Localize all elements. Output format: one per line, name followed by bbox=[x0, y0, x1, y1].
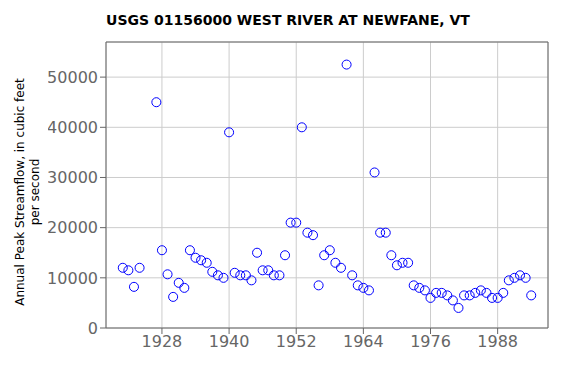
svg-text:10000: 10000 bbox=[48, 269, 98, 288]
svg-text:1940: 1940 bbox=[209, 332, 250, 351]
svg-text:1964: 1964 bbox=[343, 332, 384, 351]
svg-text:1952: 1952 bbox=[276, 332, 317, 351]
svg-text:1928: 1928 bbox=[142, 332, 183, 351]
svg-text:1988: 1988 bbox=[477, 332, 518, 351]
html-text:Annual Peak Streamflow, in cub: Annual Peak Streamflow, in cubic feet pe… bbox=[13, 78, 42, 306]
svg-text:20000: 20000 bbox=[48, 218, 98, 237]
html-text:USGS 01156000 WEST RIVER AT NE: USGS 01156000 WEST RIVER AT NEWFANE, VT bbox=[106, 12, 470, 28]
svg-text:40000: 40000 bbox=[48, 118, 98, 137]
svg-text:50000: 50000 bbox=[48, 68, 98, 87]
svg-text:1976: 1976 bbox=[410, 332, 451, 351]
svg-text:0: 0 bbox=[88, 319, 98, 338]
svg-text:30000: 30000 bbox=[48, 168, 98, 187]
